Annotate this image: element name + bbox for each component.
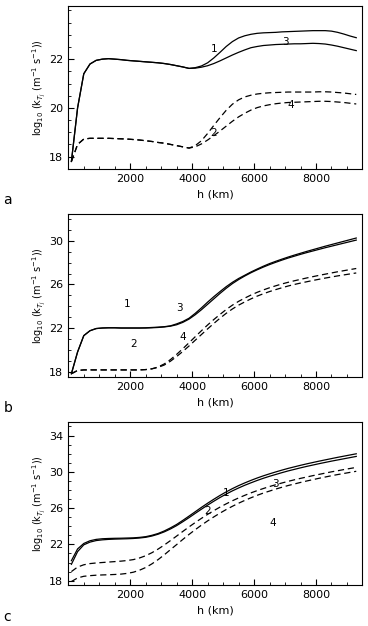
- Y-axis label: log$_{10}$ (k$_{T_j}$ (m$^{-1}$ s$^{-1}$)): log$_{10}$ (k$_{T_j}$ (m$^{-1}$ s$^{-1}$…: [30, 39, 48, 136]
- Text: c: c: [4, 610, 11, 623]
- X-axis label: h (km): h (km): [197, 398, 234, 408]
- Text: 3: 3: [272, 480, 279, 490]
- Text: 1: 1: [223, 488, 230, 498]
- Text: a: a: [4, 193, 12, 207]
- Text: 4: 4: [180, 332, 186, 342]
- Y-axis label: log$_{10}$ (k$_{T_j}$ (m$^{-1}$ s$^{-1}$)): log$_{10}$ (k$_{T_j}$ (m$^{-1}$ s$^{-1}$…: [30, 247, 48, 344]
- Text: b: b: [4, 401, 13, 416]
- Text: 2: 2: [210, 128, 217, 138]
- Text: 1: 1: [124, 299, 130, 309]
- Text: 1: 1: [210, 44, 217, 54]
- Text: 2: 2: [204, 506, 211, 516]
- Text: 2: 2: [130, 339, 137, 349]
- Text: 4: 4: [269, 518, 276, 528]
- Text: 3: 3: [282, 36, 289, 46]
- X-axis label: h (km): h (km): [197, 189, 234, 199]
- X-axis label: h (km): h (km): [197, 605, 234, 615]
- Y-axis label: log$_{10}$ (k$_{T_j}$ (m$^{-1}$ s$^{-1}$)): log$_{10}$ (k$_{T_j}$ (m$^{-1}$ s$^{-1}$…: [30, 455, 48, 552]
- Text: 4: 4: [288, 100, 294, 110]
- Text: 3: 3: [176, 304, 183, 314]
